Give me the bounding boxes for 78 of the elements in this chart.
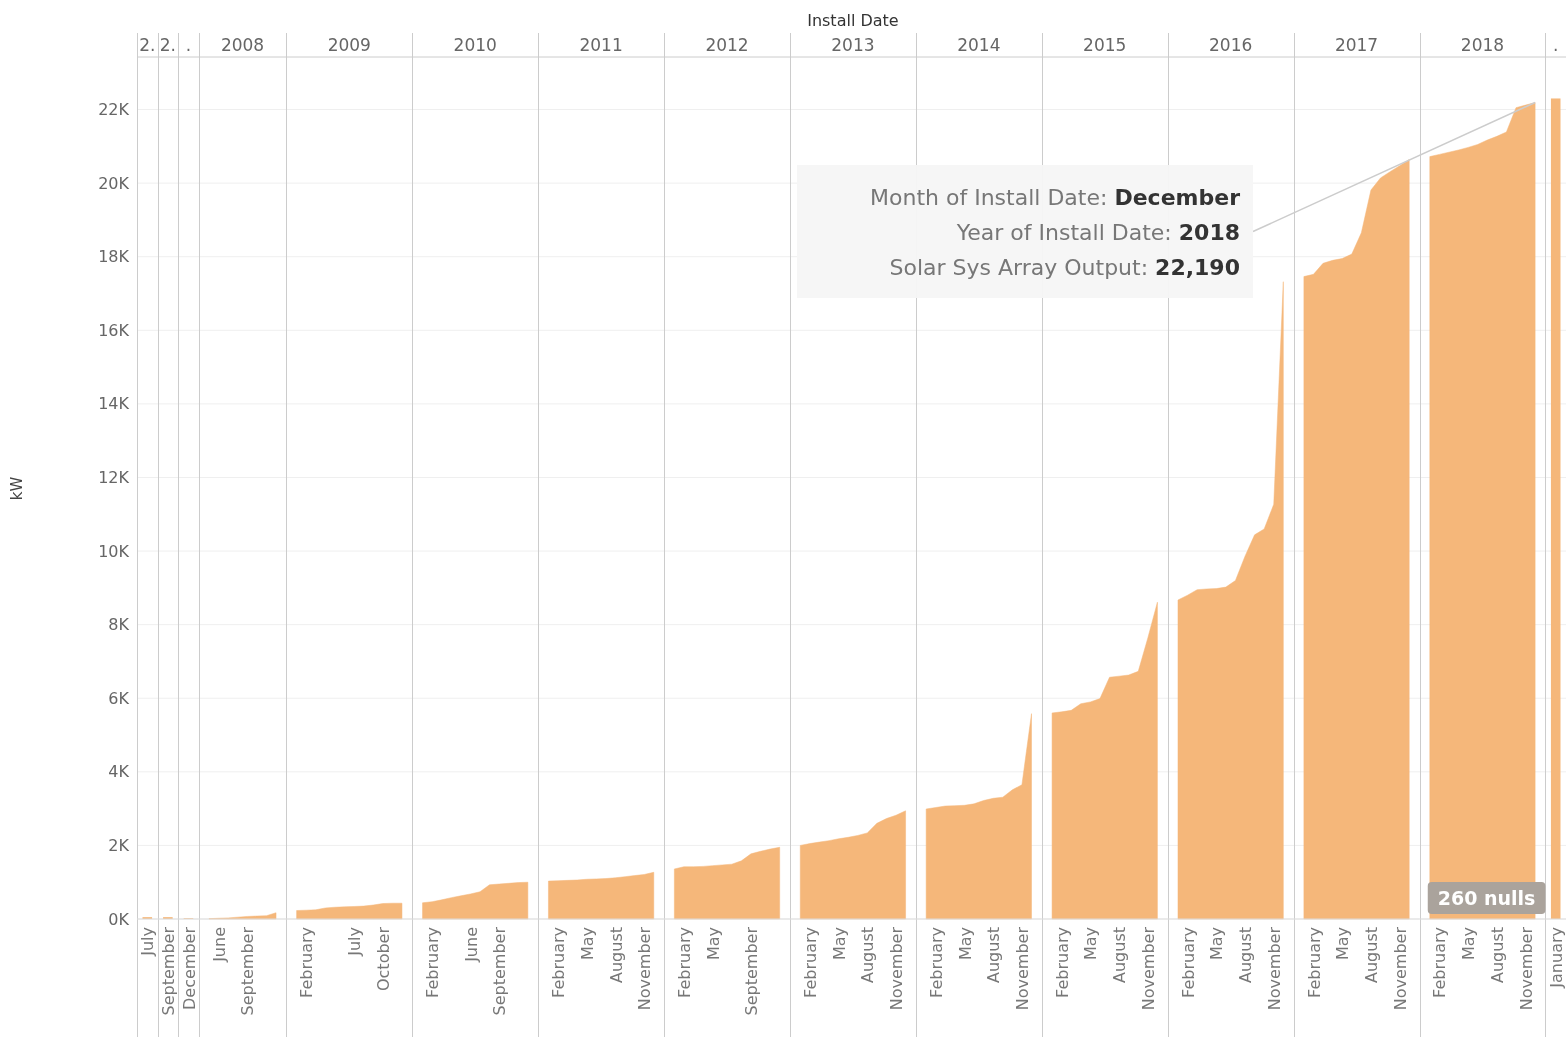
- annotation: Solar Sys Array Output: 22,190: [889, 255, 1240, 280]
- x-tick-label: May: [703, 927, 723, 961]
- x-tick-label: November: [887, 926, 907, 1011]
- x-axis-title: Install Date: [807, 11, 899, 30]
- chart-title: 2014: [957, 35, 1001, 55]
- x-tick-label: August: [984, 927, 1004, 983]
- y-tick-label: 2K: [108, 836, 130, 856]
- chart-title: 2013: [831, 35, 875, 55]
- x-tick-label: May: [577, 927, 597, 961]
- x-tick-label: February: [297, 927, 317, 998]
- x-tick-label: February: [1178, 927, 1198, 998]
- x-tick-label: August: [606, 927, 626, 983]
- chart-title: .: [1553, 35, 1559, 55]
- x-tick-label: February: [1430, 927, 1450, 998]
- x-tick-label: November: [1390, 926, 1410, 1011]
- y-tick-label: 20K: [98, 173, 130, 193]
- chart-title: 2012: [705, 35, 749, 55]
- y-tick-label: 12K: [98, 468, 130, 488]
- x-tick-label: September: [238, 926, 258, 1016]
- x-tick-label: August: [1236, 927, 1256, 983]
- y-tick-label: 22K: [98, 100, 130, 120]
- x-tick-label: December: [179, 926, 199, 1010]
- x-tick-label: February: [926, 927, 946, 998]
- chart-title: .: [185, 35, 192, 55]
- chart-title: 2016: [1209, 35, 1253, 55]
- y-tick-label: 8K: [108, 615, 130, 635]
- y-tick-label: 18K: [98, 247, 130, 267]
- y-tick-label: 10K: [98, 541, 130, 561]
- x-tick-label: May: [829, 927, 849, 961]
- x-tick-label: November: [1264, 926, 1284, 1011]
- y-tick-label: 0K: [108, 909, 130, 929]
- x-tick-label: November: [635, 926, 655, 1011]
- y-tick-label: 14K: [98, 394, 130, 414]
- x-tick-label: September: [158, 926, 178, 1016]
- annotation: Year of Install Date: 2018: [955, 220, 1240, 245]
- x-tick-label: May: [1207, 927, 1227, 961]
- x-tick-label: February: [1052, 927, 1072, 998]
- x-tick-label: May: [1333, 927, 1353, 961]
- annotation: 260 nulls: [1437, 887, 1536, 909]
- y-tick-label: 6K: [108, 688, 130, 708]
- x-tick-label: May: [1081, 927, 1101, 961]
- x-tick-label: November: [1138, 926, 1158, 1011]
- chart-title: 2018: [1460, 35, 1505, 55]
- chart-title: 2008: [220, 35, 265, 55]
- chart-title: 2.: [159, 35, 176, 55]
- x-tick-label: February: [800, 927, 820, 998]
- x-tick-label: February: [1304, 927, 1324, 998]
- tooltip-box: Month of Install Date: December Year of Install Date: 2018 Solar Sys Array Output: 22,190: [797, 101, 1536, 298]
- x-tick-label: September: [742, 926, 762, 1016]
- x-tick-label: July: [138, 927, 158, 957]
- x-tick-label: February: [675, 927, 695, 998]
- x-tick-label: September: [490, 926, 510, 1016]
- x-tick-label: June: [209, 927, 229, 963]
- x-tick-label: July: [345, 927, 365, 957]
- y-tick-label: 4K: [108, 762, 130, 782]
- x-tick-label: October: [373, 926, 393, 992]
- x-tick-label: November: [1516, 926, 1536, 1011]
- x-tick-label: August: [858, 927, 878, 983]
- chart-title: 2015: [1083, 35, 1127, 55]
- chart-title: 2017: [1334, 35, 1379, 55]
- x-tick-label: August: [1487, 927, 1507, 983]
- annotation: Month of Install Date: December: [870, 185, 1241, 210]
- y-axis-title: kW: [8, 476, 26, 501]
- chart-title: 2.: [139, 35, 156, 55]
- x-tick-label: May: [1459, 927, 1479, 961]
- x-tick-label: May: [955, 927, 975, 961]
- x-tick-label: August: [1362, 927, 1382, 983]
- y-tick-label: 16K: [98, 320, 130, 340]
- x-tick-label: January: [1546, 927, 1566, 989]
- x-tick-label: February: [423, 927, 443, 998]
- nulls-badge: 260 nulls: [1427, 882, 1546, 914]
- x-tick-label: June: [461, 927, 481, 963]
- x-tick-label: February: [549, 927, 569, 998]
- chart-title: 2011: [579, 35, 623, 55]
- chart-title: 2010: [453, 35, 497, 55]
- chart-title: 2009: [327, 35, 371, 55]
- x-tick-label: November: [1013, 926, 1033, 1011]
- x-tick-label: August: [1110, 927, 1130, 983]
